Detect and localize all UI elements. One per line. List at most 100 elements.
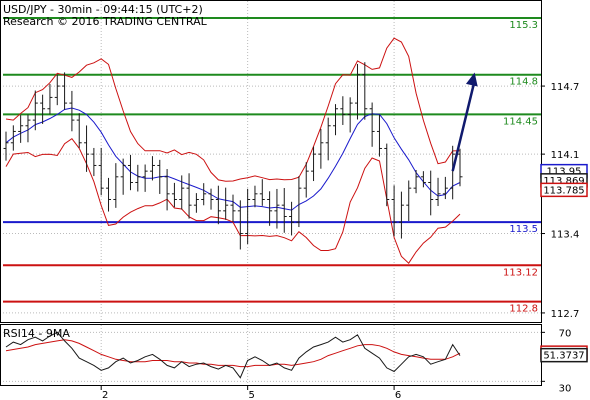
rsi-tick-label-0: 70: [559, 328, 572, 339]
candle-53: [391, 185, 397, 237]
badge-box-1: [540, 347, 588, 363]
candle-30: [223, 187, 229, 220]
candle-40: [296, 176, 302, 228]
candle-54: [398, 191, 404, 239]
candle-18: [135, 164, 141, 192]
time-axis: 2 5 6: [100, 385, 401, 400]
candle-35: [259, 179, 265, 206]
price-candles: [3, 62, 463, 250]
candle-10: [76, 113, 82, 149]
candle-48: [354, 63, 360, 120]
candle-8: [62, 72, 68, 110]
bollinger-upper-band: [5, 37, 461, 182]
candle-2: [18, 115, 24, 143]
candle-9: [69, 90, 75, 132]
candle-0: [3, 131, 9, 161]
rsi-badge-1: 51.3737: [540, 347, 588, 363]
candle-27: [201, 183, 207, 206]
candle-60: [442, 176, 448, 200]
candle-25: [186, 173, 192, 219]
price-tick-label-0: 114.7: [551, 82, 580, 93]
level-label-1: 114.8: [509, 77, 538, 88]
candle-13: [98, 147, 104, 196]
candle-4: [32, 90, 38, 131]
candle-50: [369, 102, 375, 147]
badge-value-0: 113.95: [547, 167, 582, 178]
candle-58: [428, 170, 434, 216]
forecast-arrow-head: [465, 72, 478, 87]
badge-value-1: 113.869: [543, 176, 584, 187]
candle-20: [149, 156, 155, 181]
price-axis: 114.7 114.1 113.4 112.7: [541, 82, 579, 320]
candle-56: [413, 169, 419, 194]
candle-49: [362, 62, 368, 120]
candle-5: [40, 94, 46, 124]
candle-38: [281, 188, 287, 233]
price-tick-label-1: 114.1: [551, 150, 580, 161]
badge-value-1: 51.3737: [543, 351, 584, 362]
price-tick-label-3: 112.7: [551, 309, 580, 320]
level-label-0: 115.3: [509, 20, 538, 31]
candle-47: [347, 97, 353, 133]
candle-52: [384, 143, 390, 207]
candle-42: [311, 146, 317, 182]
price-grid: [3, 1, 541, 322]
candle-59: [435, 177, 441, 207]
candle-26: [193, 193, 199, 213]
candle-44: [325, 117, 331, 161]
level-label-5: 112.8: [509, 304, 538, 315]
price-panel-frame: [0, 0, 542, 323]
time-tick-label-2: 6: [395, 390, 401, 400]
candle-3: [25, 114, 31, 143]
candle-16: [120, 158, 126, 195]
badge-box-2: [540, 182, 588, 198]
candle-11: [84, 125, 90, 172]
rsi-tick-label-1: 30: [559, 383, 572, 394]
candle-36: [267, 191, 273, 226]
candle-37: [274, 188, 280, 229]
time-tick-label-0: 2: [102, 390, 108, 400]
chart-title: USD/JPY - 30min - 09:44:15 (UTC+2): [3, 3, 203, 16]
candle-41: [303, 162, 309, 198]
forecast-arrow-shaft: [451, 80, 476, 172]
candle-19: [142, 164, 148, 192]
candle-45: [333, 104, 339, 136]
forecast-arrow: [451, 72, 478, 172]
candle-24: [179, 175, 185, 210]
bollinger-lower-band: [5, 138, 461, 264]
candle-1: [10, 125, 16, 151]
level-label-3: 113.5: [509, 224, 538, 235]
candle-29: [215, 185, 221, 225]
candle-21: [157, 159, 163, 194]
candle-55: [406, 180, 412, 222]
candle-39: [289, 201, 295, 236]
candle-51: [376, 114, 382, 157]
candle-17: [127, 154, 133, 191]
candle-61: [450, 145, 456, 200]
candle-57: [420, 171, 426, 188]
badge-value-2: 113.785: [543, 185, 584, 196]
rsi-axis: 70 30: [541, 328, 571, 394]
candle-23: [171, 182, 177, 208]
rsi-ma-line: [5, 339, 461, 368]
candle-6: [47, 83, 53, 115]
candle-46: [340, 96, 346, 125]
candle-33: [245, 188, 251, 245]
rsi-title: RSI14 - 9MA: [3, 327, 70, 340]
level-label-2: 114.45: [503, 116, 538, 127]
rsi-grid: [3, 325, 541, 385]
rsi-panel: 70 30 53.421151.3737 RSI14 - 9MA: [0, 324, 588, 394]
rsi-badges: 53.421151.3737: [540, 345, 588, 363]
candle-22: [164, 169, 170, 211]
candle-15: [113, 163, 119, 208]
price-levels: 115.3 114.8 114.45 113.5 113.12 112.8: [3, 17, 541, 315]
candle-32: [237, 200, 243, 250]
chart-copyright: Research © 2016 TRADING CENTRAL: [3, 15, 208, 28]
price-tick-label-2: 113.4: [551, 230, 580, 241]
candle-43: [318, 128, 324, 169]
